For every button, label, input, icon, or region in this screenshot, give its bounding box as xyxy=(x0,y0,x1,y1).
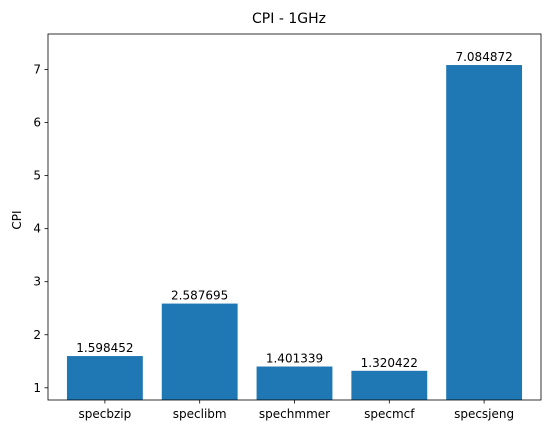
x-tick-label-specbzip: specbzip xyxy=(79,407,132,421)
bar-value-label-specmcf: 1.320422 xyxy=(361,356,418,370)
axes-frame xyxy=(47,33,542,401)
bar-value-label-specsjeng: 7.084872 xyxy=(455,50,512,64)
y-tick-label-6: 6 xyxy=(33,116,41,130)
y-axis-ticks-group: 1 2 3 4 5 6 7 xyxy=(33,63,48,395)
x-tick-label-spechmmer: spechmmer xyxy=(259,407,330,421)
bar-value-label-speclibm: 2.587695 xyxy=(171,289,228,303)
x-tick-label-specmcf: specmcf xyxy=(364,407,415,421)
y-tick-label-5: 5 xyxy=(33,169,41,183)
y-tick-label-2: 2 xyxy=(33,328,41,342)
y-tick-label-3: 3 xyxy=(33,275,41,289)
bar-spechmmer xyxy=(256,366,333,400)
y-tick-label-4: 4 xyxy=(33,222,41,236)
y-tick-label-7: 7 xyxy=(33,63,41,77)
bar-speclibm xyxy=(161,303,238,400)
x-axis-ticks-group: specbzip speclibm spechmmer specmcf specsjen… xyxy=(79,400,514,421)
bar-specbzip xyxy=(66,356,143,400)
bar-value-label-specbzip: 1.598452 xyxy=(76,341,133,355)
bar-specmcf xyxy=(351,370,428,400)
chart-title: CPI - 1GHz xyxy=(252,11,326,27)
bars-group xyxy=(66,65,523,400)
bar-value-label-spechmmer: 1.401339 xyxy=(266,352,323,366)
bar-specsjeng xyxy=(446,65,523,400)
y-tick-label-1: 1 xyxy=(33,381,41,395)
x-tick-label-specsjeng: specsjeng xyxy=(454,407,514,421)
bar-value-labels-group: 1.598452 2.587695 1.401339 1.320422 7.084872 xyxy=(76,50,512,370)
x-tick-label-speclibm: speclibm xyxy=(173,407,227,421)
y-axis-label: CPI xyxy=(10,210,24,229)
